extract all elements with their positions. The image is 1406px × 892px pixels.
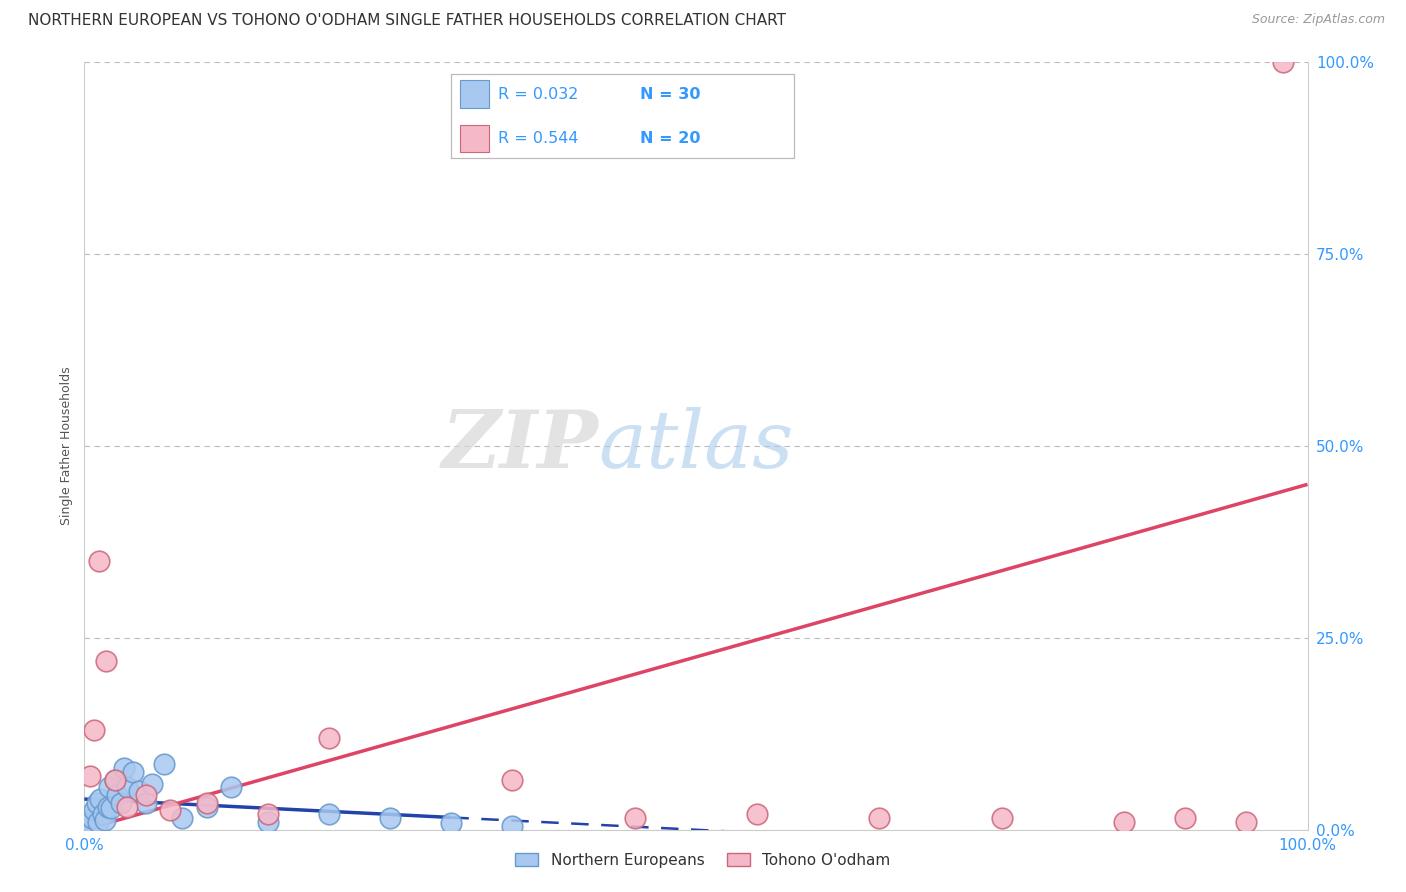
Text: NORTHERN EUROPEAN VS TOHONO O'ODHAM SINGLE FATHER HOUSEHOLDS CORRELATION CHART: NORTHERN EUROPEAN VS TOHONO O'ODHAM SING… bbox=[28, 13, 786, 29]
Text: ZIP: ZIP bbox=[441, 408, 598, 484]
Point bbox=[257, 814, 280, 829]
Point bbox=[747, 807, 769, 822]
Point bbox=[80, 811, 103, 825]
Point bbox=[122, 765, 145, 780]
Point bbox=[94, 814, 117, 828]
Point bbox=[502, 819, 524, 833]
Point bbox=[318, 807, 340, 822]
Point bbox=[105, 788, 128, 802]
Point bbox=[87, 554, 110, 568]
Point bbox=[1272, 55, 1295, 70]
Point bbox=[153, 757, 176, 772]
Point bbox=[128, 784, 150, 798]
Point bbox=[115, 780, 138, 795]
Point bbox=[87, 814, 110, 829]
Point bbox=[172, 811, 194, 825]
Point bbox=[141, 776, 163, 790]
Point bbox=[1236, 814, 1258, 829]
Point bbox=[869, 811, 891, 825]
Point bbox=[91, 807, 114, 822]
Point bbox=[97, 799, 120, 814]
Point bbox=[104, 772, 127, 787]
Point bbox=[79, 816, 101, 830]
Point bbox=[100, 801, 122, 815]
Point bbox=[440, 816, 463, 830]
Point bbox=[83, 723, 105, 737]
Text: Source: ZipAtlas.com: Source: ZipAtlas.com bbox=[1251, 13, 1385, 27]
Point bbox=[1174, 811, 1197, 825]
Point bbox=[110, 796, 132, 810]
Point bbox=[83, 804, 105, 818]
Point bbox=[104, 772, 127, 787]
Point bbox=[77, 820, 100, 834]
Point bbox=[89, 792, 111, 806]
Point bbox=[115, 799, 138, 814]
Point bbox=[96, 654, 118, 668]
Y-axis label: Single Father Households: Single Father Households bbox=[59, 367, 73, 525]
Point bbox=[219, 780, 242, 795]
Legend: Northern Europeans, Tohono O'odham: Northern Europeans, Tohono O'odham bbox=[508, 845, 898, 875]
Point bbox=[502, 772, 524, 787]
Text: atlas: atlas bbox=[598, 408, 793, 484]
Point bbox=[380, 811, 402, 825]
Point bbox=[135, 788, 157, 802]
Point bbox=[97, 780, 120, 795]
Point bbox=[1114, 814, 1136, 829]
Point bbox=[257, 807, 280, 822]
Point bbox=[624, 811, 647, 825]
Point bbox=[112, 761, 135, 775]
Point bbox=[159, 804, 181, 818]
Point bbox=[318, 731, 340, 745]
Point bbox=[135, 796, 157, 810]
Point bbox=[195, 799, 218, 814]
Point bbox=[79, 769, 101, 783]
Point bbox=[991, 811, 1014, 825]
Point bbox=[195, 796, 218, 810]
Point bbox=[86, 796, 108, 810]
